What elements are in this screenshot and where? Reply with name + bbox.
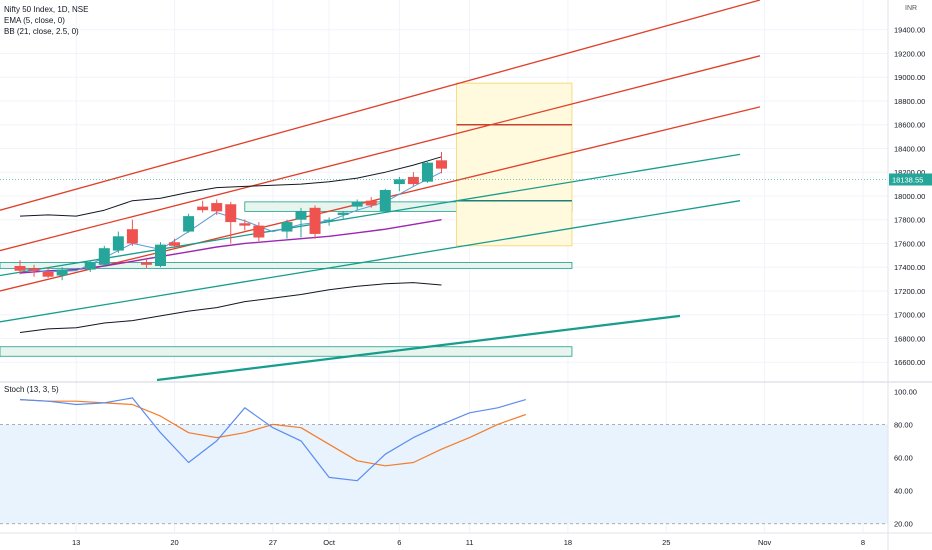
candle-body[interactable]	[323, 219, 335, 221]
candle-body[interactable]	[436, 160, 447, 169]
channel-red-upper	[0, 0, 761, 211]
time-tick-label: 18	[564, 538, 572, 547]
stoch-tick-label: 100.00	[894, 387, 917, 396]
chart-legend: Nifty 50 Index, 1D, NSE EMA (5, close, 0…	[4, 4, 88, 37]
candle-body[interactable]	[239, 223, 251, 226]
candle-body[interactable]	[183, 216, 195, 232]
candle-body[interactable]	[155, 244, 166, 266]
candle-body[interactable]	[379, 190, 391, 212]
bb-upper-line	[19, 156, 442, 217]
stoch-k-line	[19, 397, 526, 482]
long-term-trendline	[156, 314, 681, 382]
stoch-tick-label: 80.00	[894, 420, 913, 429]
price-tick-label: 18400.00	[894, 144, 925, 153]
channel-teal-lower	[0, 200, 741, 323]
candle-body[interactable]	[56, 269, 68, 276]
time-tick-label: 20	[170, 538, 178, 547]
time-tick-label: Nov	[758, 538, 772, 547]
price-tick-label: 18000.00	[894, 192, 925, 201]
candle-body[interactable]	[211, 203, 223, 212]
ema-legend: EMA (5, close, 0)	[4, 16, 65, 25]
candle-body[interactable]	[365, 200, 377, 206]
candle-body[interactable]	[169, 242, 181, 246]
price-tick-label: 17800.00	[894, 216, 925, 225]
bb-lower-line	[19, 282, 442, 333]
candle-body[interactable]	[112, 236, 124, 251]
candle-body[interactable]	[351, 201, 363, 207]
price-tick-label: 19000.00	[894, 73, 925, 82]
time-tick-label: 11	[466, 538, 474, 547]
price-tick-label: 18200.00	[894, 168, 925, 177]
channel-red-middle	[0, 55, 761, 252]
candle-body[interactable]	[225, 204, 237, 223]
price-tick-label: 17400.00	[894, 263, 925, 272]
price-tick-label: 17000.00	[894, 311, 925, 320]
chart-title: Nifty 50 Index, 1D, NSE	[4, 5, 89, 14]
price-tick-label: 17200.00	[894, 287, 925, 296]
stoch-band	[0, 424, 888, 524]
candle-body[interactable]	[295, 211, 307, 220]
stoch-tick-label: 40.00	[894, 487, 913, 496]
price-tick-label: 18600.00	[894, 121, 925, 130]
price-tick-label: 19400.00	[894, 26, 925, 35]
candle-body[interactable]	[197, 206, 209, 211]
candle-body[interactable]	[126, 229, 138, 244]
stoch-tick-label: 20.00	[894, 520, 913, 529]
price-tick-label: 16600.00	[894, 358, 925, 367]
time-tick-label: Oct	[323, 538, 336, 547]
candle-body[interactable]	[253, 225, 265, 238]
candle-body[interactable]	[281, 222, 293, 232]
time-tick-label: 27	[269, 538, 277, 547]
candle-body[interactable]	[140, 262, 152, 265]
bb-legend: BB (21, close, 2.5, 0)	[4, 27, 79, 36]
price-tick-label: 18800.00	[894, 97, 925, 106]
channel-teal-upper	[0, 153, 741, 277]
time-tick-label: 13	[72, 538, 80, 547]
candle-body[interactable]	[14, 266, 26, 271]
candle-body[interactable]	[309, 207, 321, 234]
last-price-label: 18138.55	[892, 175, 923, 184]
last-price-badge	[889, 173, 932, 186]
candle-body[interactable]	[84, 262, 96, 270]
candle-body[interactable]	[337, 212, 349, 215]
support-zone-17400	[0, 262, 573, 269]
candle-body[interactable]	[407, 176, 419, 185]
time-tick-label: 8	[861, 538, 865, 547]
candle-body[interactable]	[42, 271, 54, 277]
candle-body[interactable]	[421, 162, 433, 182]
stoch-legend: Stoch (13, 3, 5)	[4, 385, 59, 394]
target-box	[456, 82, 573, 247]
time-tick-label: 6	[397, 538, 401, 547]
price-tick-label: 16800.00	[894, 334, 925, 343]
currency-label: INR	[905, 5, 918, 12]
candle-body[interactable]	[393, 179, 405, 185]
price-tick-label: 19200.00	[894, 49, 925, 58]
price-tick-label: 17600.00	[894, 239, 925, 248]
time-tick-label: 25	[662, 538, 670, 547]
support-zone-16700	[0, 346, 573, 357]
candle-body[interactable]	[28, 268, 40, 271]
stoch-tick-label: 60.00	[894, 454, 913, 463]
candle-body[interactable]	[98, 248, 110, 265]
